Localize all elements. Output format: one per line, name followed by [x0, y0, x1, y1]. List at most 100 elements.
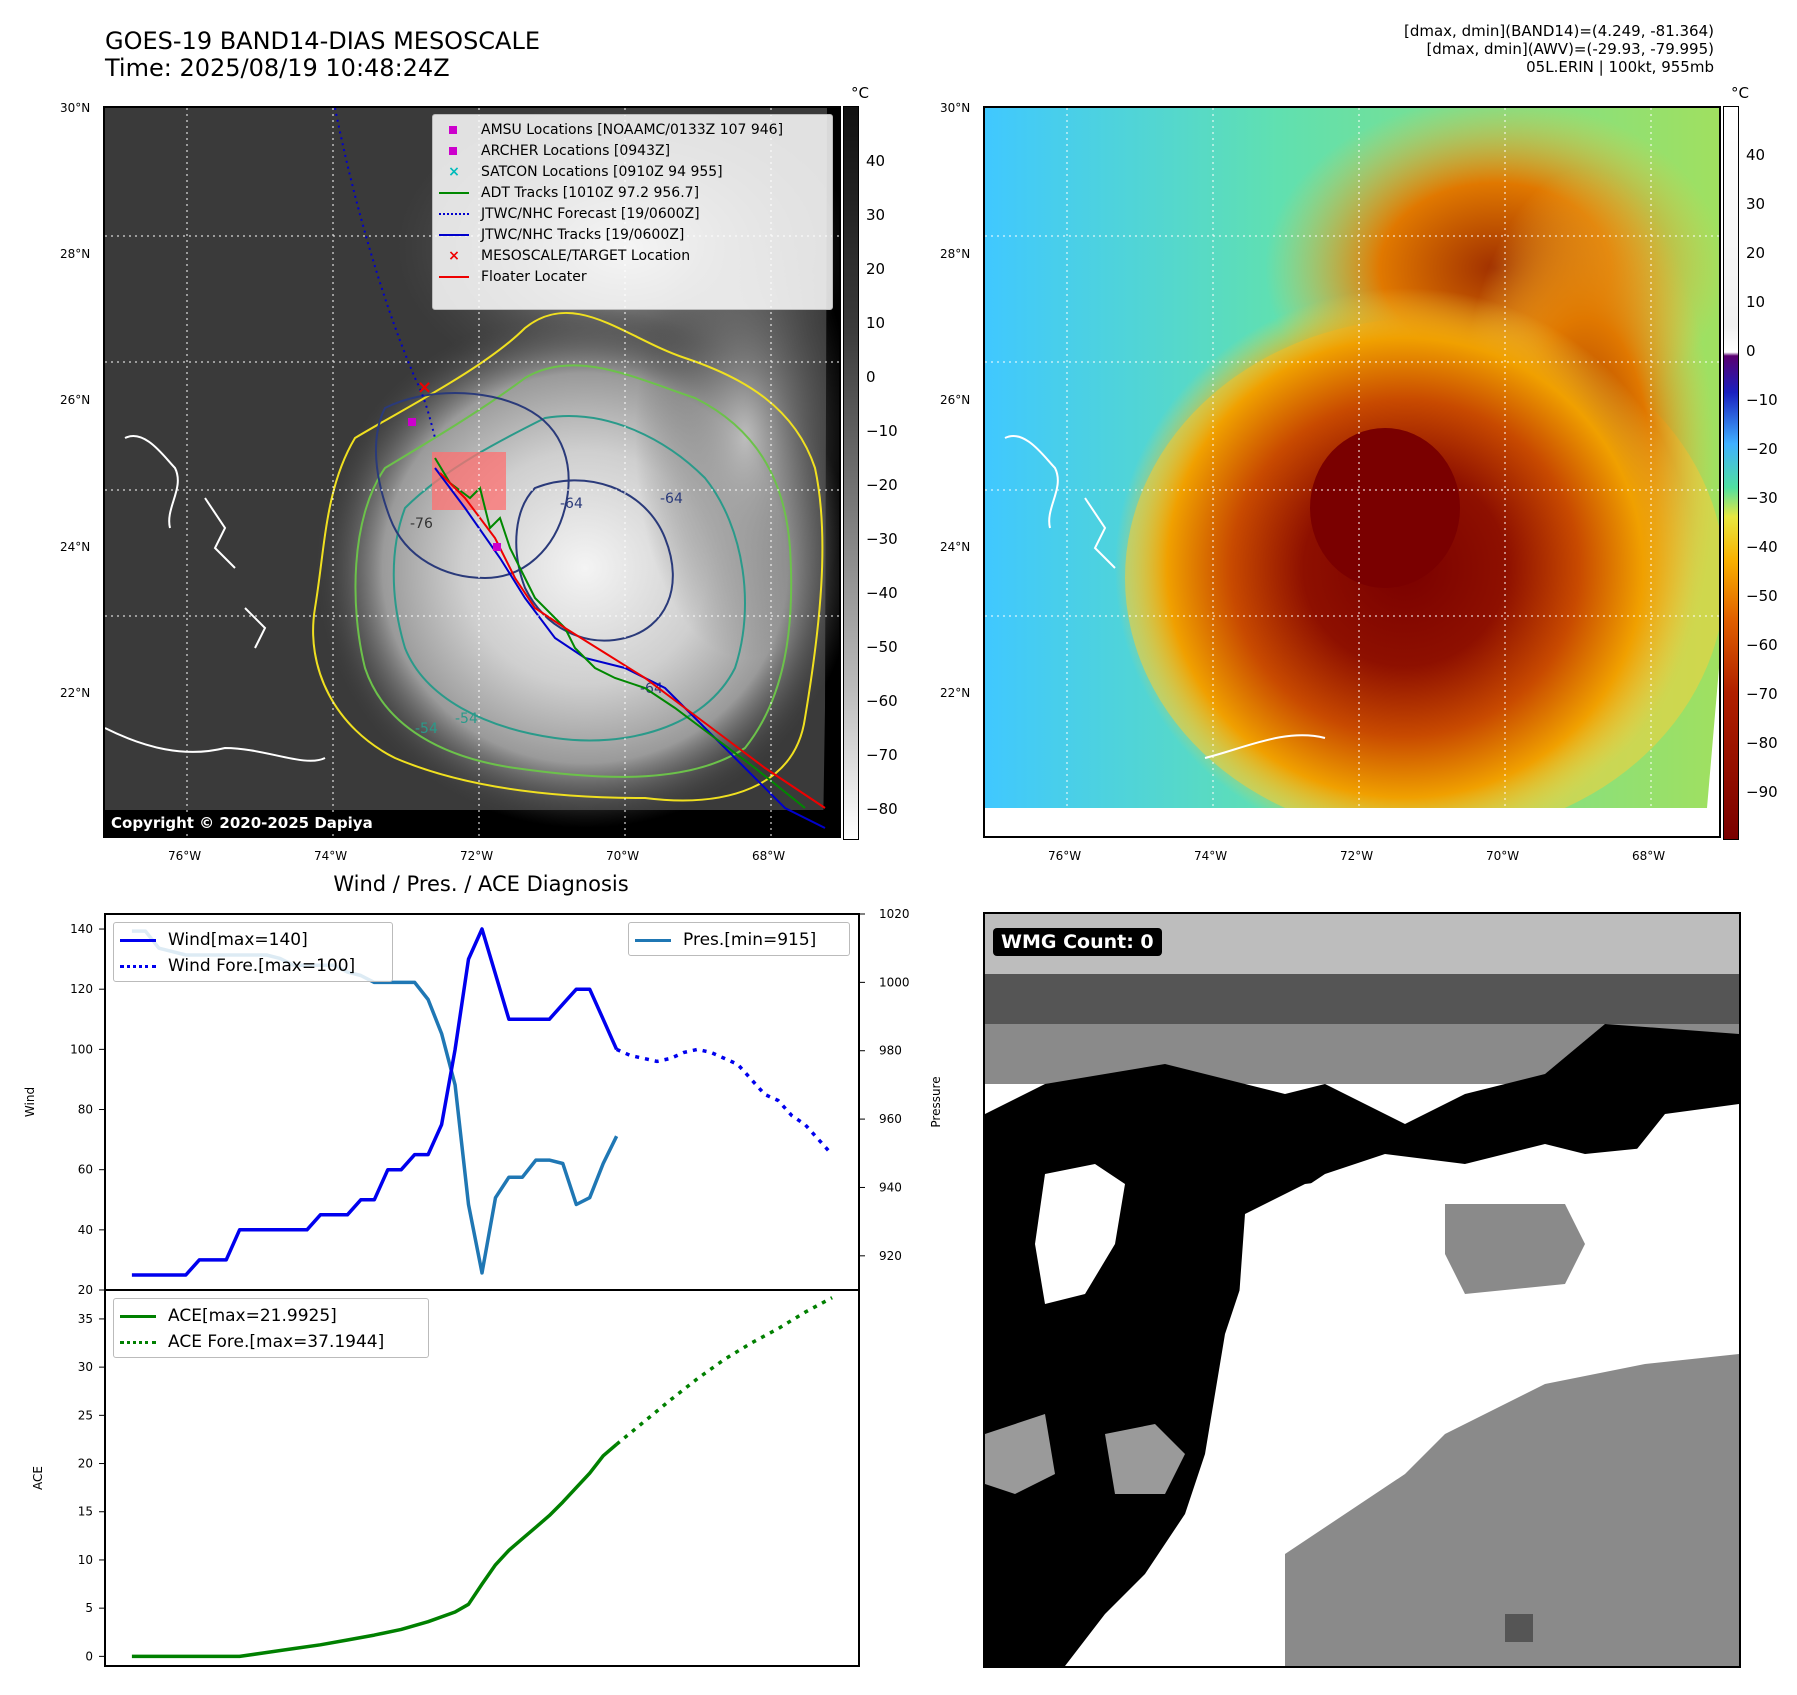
wind-tick-label: 140 [70, 922, 93, 936]
gray-tick-0: 0 [866, 368, 876, 386]
gray-tick-40: 40 [866, 152, 886, 170]
legend-adt-label: ADT Tracks [1010Z 97.2 956.7] [481, 184, 700, 201]
lat-tick-28: 28°N [60, 247, 91, 261]
awv-tick-30: 30 [1746, 195, 1766, 213]
awv-coastline-2 [1084, 497, 1116, 569]
awv-lon-tick-68: 68°W [1632, 849, 1666, 863]
legend-forecast-label: JTWC/NHC Forecast [19/0600Z] [481, 205, 700, 222]
wmg-dark-square [1505, 1614, 1533, 1642]
legend-nhc-swatch [439, 233, 469, 236]
legend-ace-fore-label: ACE Fore.[max=37.1944] [168, 1332, 385, 1352]
legend-nhc-label: JTWC/NHC Tracks [19/0600Z] [481, 226, 685, 243]
mesoscale-target-box [432, 452, 506, 510]
awv-tick-m70: −70 [1746, 685, 1778, 703]
legend-pressure-swatch [635, 938, 671, 942]
info-line-1: [dmax, dmin](BAND14)=(4.249, -81.364) [1403, 22, 1714, 40]
awv-tick-m50: −50 [1746, 587, 1778, 605]
wind-axis-ticks: 20 40 60 80 100 120 140 [70, 922, 105, 1297]
series-layer [131, 927, 834, 1659]
gray-tick-m20: −20 [866, 476, 898, 494]
legend-ace-fore: ACE Fore.[max=37.1944] [120, 1329, 422, 1355]
pressure-tick-label: 980 [879, 1044, 902, 1058]
legend-ace-fore-swatch [120, 1340, 156, 1344]
lat-tick-30: 30°N [60, 101, 91, 115]
awv-coastline-1 [1004, 435, 1059, 529]
ace-series-0 [131, 1442, 618, 1659]
gray-tick-m30: −30 [866, 530, 898, 548]
legend-wind: Wind[max=140] [120, 927, 386, 953]
awv-eye-region [1310, 428, 1460, 588]
gray-tick-10: 10 [866, 314, 886, 332]
pressure-tick-label: 940 [879, 1180, 902, 1194]
diagnosis-title: Wind / Pres. / ACE Diagnosis [333, 872, 629, 896]
pressure-axis-ticks: 920 940 960 980 1000 1020 [859, 907, 910, 1263]
gray-tick-m60: −60 [866, 692, 898, 710]
awv-lat-tick-30: 30°N [940, 101, 971, 115]
pressure-tick-label: 960 [879, 1112, 902, 1126]
info-line-3: 05L.ERIN | 100kt, 955mb [1526, 58, 1714, 76]
legend-floater-label: Floater Locater [481, 268, 587, 285]
lon-tick-68: 68°W [752, 849, 786, 863]
pressure-tick-label: 1000 [879, 975, 910, 989]
legend-satcon-swatch: × [448, 163, 460, 180]
pressure-legend: Pres.[min=915] [628, 922, 850, 956]
ace-tick-label: 5 [85, 1601, 93, 1615]
ace-legend: ACE[max=21.9925] ACE Fore.[max=37.1944] [113, 1298, 429, 1358]
contour-navy-2 [515, 479, 674, 642]
awv-tick-m10: −10 [1746, 391, 1778, 409]
wmg-gray-patch-2 [1285, 1354, 1739, 1666]
contour-yellow [312, 311, 824, 802]
awv-tick-20: 20 [1746, 244, 1766, 262]
legend-wind-fore-label: Wind Fore.[max=100] [168, 956, 356, 976]
figure-title: GOES-19 BAND14-DIAS MESOSCALE Time: 2025… [105, 28, 540, 82]
coastline-3 [105, 727, 326, 762]
floater-track [439, 472, 826, 809]
awv-coastline-3 [1204, 734, 1326, 759]
lon-tick-76: 76°W [168, 849, 202, 863]
awv-lat-tick-24: 24°N [940, 540, 971, 554]
gray-colorbar-unit: °C [851, 84, 869, 102]
lon-tick-70: 70°W [606, 849, 640, 863]
legend-ace-swatch [120, 1314, 156, 1318]
awv-map-svg [985, 108, 1719, 836]
pressure-series-0 [131, 929, 619, 1275]
wmg-panel: WMG Count: 0 [983, 912, 1741, 1668]
archer-marker [493, 543, 501, 551]
awv-tick-10: 10 [1746, 293, 1766, 311]
legend-satcon-label: SATCON Locations [0910Z 94 955] [481, 163, 723, 180]
awv-lat-tick-28: 28°N [940, 247, 971, 261]
mesoscale-target-marker: × [417, 377, 432, 398]
ir-cloud-band-east [635, 218, 839, 658]
legend-archer: ARCHER Locations [0943Z] [439, 140, 826, 161]
gray-tick-30: 30 [866, 206, 886, 224]
wmg-black-mass [985, 1024, 1739, 1666]
awv-map-panel [983, 106, 1721, 838]
awv-lat-tick-26: 26°N [940, 393, 971, 407]
legend-ace: ACE[max=21.9925] [120, 1303, 422, 1329]
lat-tick-26: 26°N [60, 393, 91, 407]
legend-floater: Floater Locater [439, 266, 826, 287]
ace-series-1 [615, 1296, 833, 1446]
awv-tick-m30: −30 [1746, 489, 1778, 507]
contour-green [354, 364, 793, 778]
awv-tick-0: 0 [1746, 342, 1756, 360]
copyright-label: Copyright © 2020-2025 Dapiya [107, 814, 377, 832]
ace-plot-frame [104, 1289, 860, 1667]
wmg-gray-patch-3 [985, 1414, 1055, 1494]
legend-wind-swatch [120, 938, 156, 942]
wind-series-0 [131, 927, 619, 1277]
lat-tick-22: 22°N [60, 686, 91, 700]
legend-pressure: Pres.[min=915] [635, 927, 843, 953]
awv-colorbar-unit: °C [1731, 84, 1749, 102]
wind-tick-label: 60 [78, 1163, 93, 1177]
contour-label-3: -64 [660, 491, 683, 507]
contour-teal [392, 415, 746, 742]
legend-amsu-label: AMSU Locations [NOAAMC/0133Z 107 946] [481, 121, 784, 138]
ace-tick-label: 20 [78, 1457, 93, 1471]
awv-tick-m60: −60 [1746, 636, 1778, 654]
awv-lon-tick-72: 72°W [1340, 849, 1374, 863]
awv-colorbar [1723, 106, 1739, 840]
title-line-2: Time: 2025/08/19 10:48:24Z [105, 54, 450, 82]
gray-tick-m40: −40 [866, 584, 898, 602]
